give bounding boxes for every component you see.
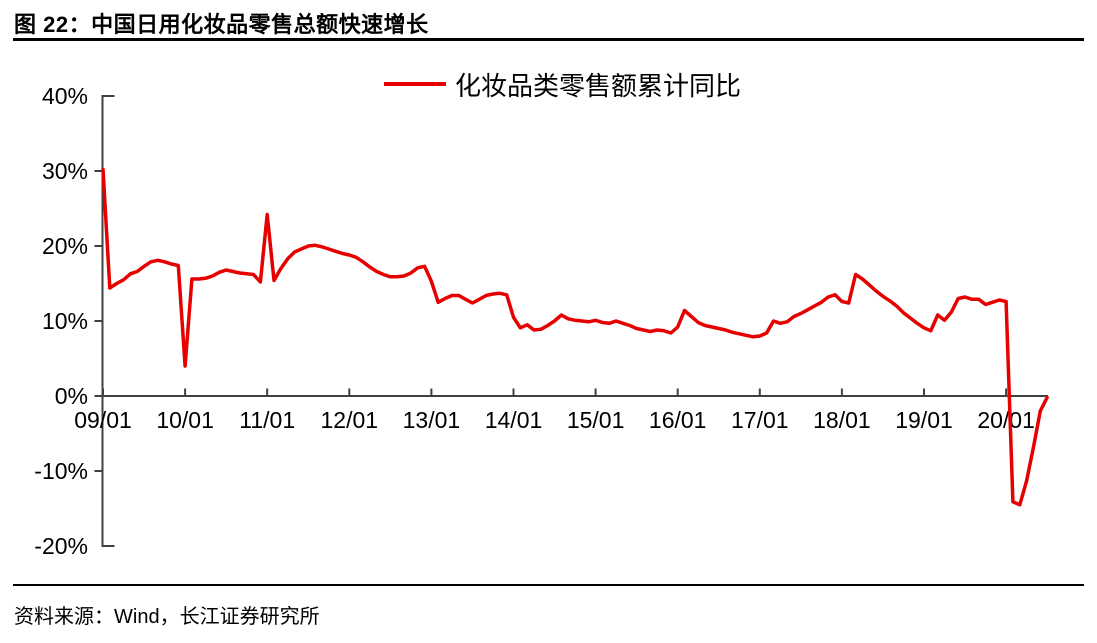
x-tick-label: 14/01 bbox=[485, 407, 543, 433]
x-tick-label: 09/01 bbox=[74, 407, 132, 433]
title-divider bbox=[13, 38, 1084, 41]
x-tick-label: 16/01 bbox=[649, 407, 707, 433]
x-tick-label: 15/01 bbox=[567, 407, 625, 433]
x-tick-label: 17/01 bbox=[731, 407, 789, 433]
x-tick-label: 19/01 bbox=[895, 407, 953, 433]
y-tick-label: -10% bbox=[34, 458, 88, 484]
y-tick-label: 0% bbox=[55, 383, 88, 409]
source-text: 资料来源：Wind，长江证券研究所 bbox=[14, 606, 320, 628]
y-tick-label: 10% bbox=[42, 308, 88, 334]
y-tick-label: 20% bbox=[42, 233, 88, 259]
series-line bbox=[101, 167, 1049, 507]
y-tick-label: 40% bbox=[42, 83, 88, 109]
legend-line-swatch bbox=[384, 82, 446, 86]
x-tick-label: 10/01 bbox=[156, 407, 214, 433]
x-tick-label: 12/01 bbox=[321, 407, 379, 433]
figure-title: 图 22：中国日用化妆品零售总额快速增长 bbox=[14, 12, 429, 37]
chart-legend: 化妆品类零售额累计同比 bbox=[384, 69, 741, 101]
x-tick-label: 11/01 bbox=[239, 407, 295, 433]
y-tick-label: -20% bbox=[34, 533, 88, 559]
source-divider bbox=[13, 584, 1084, 586]
y-tick-label: 30% bbox=[42, 158, 88, 184]
x-tick-label: 18/01 bbox=[813, 407, 871, 433]
x-tick-label: 13/01 bbox=[403, 407, 461, 433]
legend-label: 化妆品类零售额累计同比 bbox=[455, 70, 742, 101]
x-tick-label: 20/01 bbox=[977, 407, 1035, 433]
